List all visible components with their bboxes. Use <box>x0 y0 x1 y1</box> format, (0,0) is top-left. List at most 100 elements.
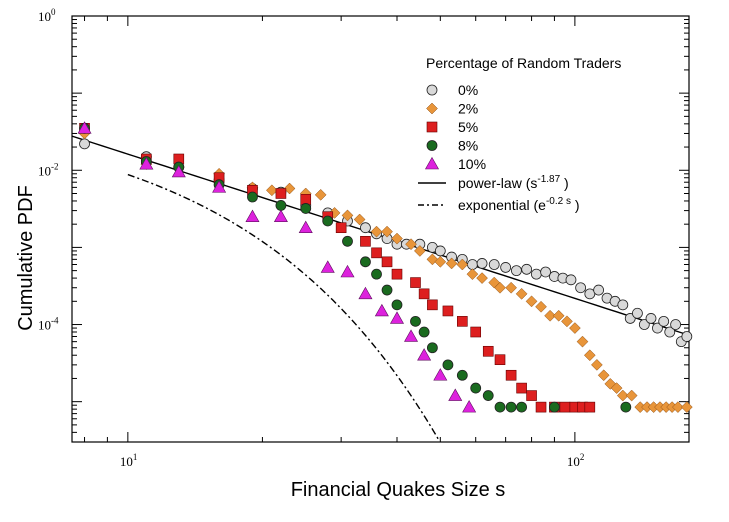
legend-label-exp: -0.2 s <box>546 196 571 207</box>
data-point <box>171 164 186 178</box>
data-point <box>374 303 389 317</box>
data-point <box>212 180 227 193</box>
data-point <box>414 245 426 257</box>
data-point <box>448 388 463 401</box>
data-point <box>391 268 403 280</box>
data-point <box>597 369 610 382</box>
data-point <box>381 256 393 268</box>
y-tick-label: 100 <box>38 7 56 24</box>
data-point <box>371 268 382 280</box>
data-point <box>575 282 587 294</box>
x-axis-label: Financial Quakes Size s <box>291 479 506 501</box>
x-tick-label-exp: 1 <box>133 452 138 462</box>
data-point <box>79 138 90 150</box>
data-point <box>320 260 335 273</box>
data-point <box>314 189 327 201</box>
data-point <box>617 299 629 311</box>
data-point <box>625 389 638 402</box>
data-point <box>371 247 382 259</box>
data-point <box>591 359 603 371</box>
data-point <box>462 400 477 413</box>
data-point <box>583 349 596 362</box>
data-point <box>681 331 693 342</box>
data-point <box>535 300 547 313</box>
data-point <box>404 329 419 342</box>
data-point <box>584 401 596 413</box>
data-point <box>445 257 458 270</box>
data-point <box>476 272 488 284</box>
data-point <box>360 222 371 234</box>
data-point <box>300 203 312 214</box>
y-tick-label-exp: 0 <box>51 7 56 17</box>
data-point <box>638 319 650 330</box>
data-point <box>322 215 334 227</box>
x-tick-label-base: 10 <box>120 454 133 469</box>
data-point <box>139 157 154 170</box>
data-point <box>530 268 542 280</box>
data-point <box>381 284 393 296</box>
legend-marker <box>426 84 438 96</box>
series-3 <box>79 122 632 413</box>
exponential-fit-line <box>127 173 440 442</box>
data-point <box>505 369 517 381</box>
legend-label-formula: (e <box>534 197 547 213</box>
data-point <box>565 274 577 286</box>
data-point <box>494 354 506 366</box>
series-4 <box>77 121 477 413</box>
legend-label: 5% <box>458 119 478 135</box>
data-point <box>561 315 573 328</box>
legend-label: exponential (e-0.2 s ) <box>458 196 580 213</box>
data-point <box>434 255 447 268</box>
y-tick-label-exp: -4 <box>51 316 59 326</box>
data-point <box>266 184 278 197</box>
data-point <box>516 382 527 394</box>
data-point <box>652 322 663 334</box>
axis-ticks <box>72 15 689 443</box>
data-point <box>576 335 589 348</box>
data-points <box>77 121 693 413</box>
data-point <box>247 191 258 203</box>
data-point <box>418 326 430 338</box>
data-point <box>616 389 629 402</box>
data-point <box>275 188 287 199</box>
y-tick-label: 10-4 <box>38 316 59 333</box>
data-point <box>482 345 494 357</box>
legend-label-formula: (s <box>526 175 538 191</box>
data-point <box>358 286 373 300</box>
data-point <box>494 281 506 294</box>
data-point <box>559 401 571 413</box>
data-point <box>275 200 287 211</box>
legend-marker <box>424 156 440 170</box>
data-point <box>353 213 366 226</box>
data-point <box>593 284 605 296</box>
data-point <box>540 266 552 278</box>
data-point <box>341 209 354 222</box>
data-point <box>680 401 693 413</box>
data-point <box>482 390 494 401</box>
data-point <box>467 259 478 270</box>
data-point <box>273 209 288 223</box>
x-tick-label: 101 <box>120 452 138 469</box>
data-point <box>466 268 479 281</box>
legend-marker <box>426 140 438 151</box>
y-tick-label-exp: -2 <box>51 161 59 171</box>
data-point <box>298 220 313 234</box>
data-point <box>505 281 517 294</box>
x-tick-label-exp: 2 <box>580 452 585 462</box>
series-1 <box>78 127 693 413</box>
y-tick-label: 10-2 <box>38 161 59 178</box>
data-point <box>433 368 448 381</box>
data-point <box>632 307 643 319</box>
data-point <box>488 259 500 270</box>
legend-title: Percentage of Random Traders <box>426 55 621 71</box>
data-point <box>391 299 403 311</box>
legend-marker <box>426 121 438 133</box>
x-tick-label: 102 <box>567 452 585 469</box>
plot-area <box>71 15 690 443</box>
legend: Percentage of Random Traders 0% 2% 5% 8% 10%… <box>418 55 621 213</box>
data-point <box>526 390 537 401</box>
data-point <box>521 263 533 275</box>
data-point <box>427 299 438 311</box>
data-point <box>426 342 438 354</box>
